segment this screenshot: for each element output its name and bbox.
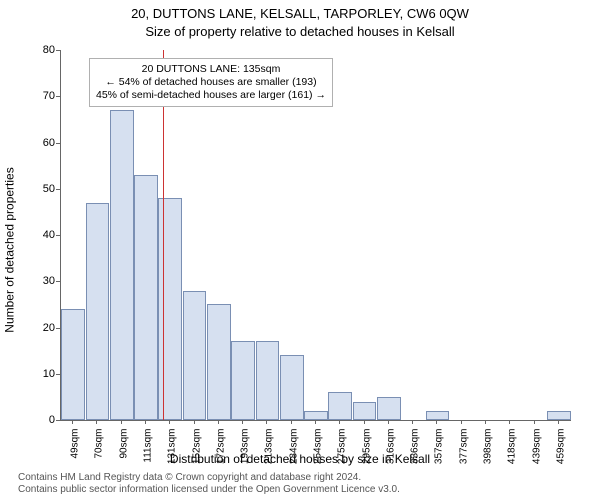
y-tick-mark — [56, 189, 60, 190]
chart-title-line1: 20, DUTTONS LANE, KELSALL, TARPORLEY, CW… — [0, 6, 600, 21]
x-tick-mark — [558, 420, 559, 424]
x-tick-mark — [121, 420, 122, 424]
y-tick-label: 70 — [15, 90, 55, 102]
y-tick-mark — [56, 281, 60, 282]
y-tick-mark — [56, 96, 60, 97]
histogram-bar — [61, 309, 85, 420]
y-tick-mark — [56, 235, 60, 236]
annotation-line: 45% of semi-detached houses are larger (… — [96, 89, 326, 102]
x-tick-mark — [145, 420, 146, 424]
y-tick-label: 30 — [15, 275, 55, 287]
y-tick-label: 10 — [15, 368, 55, 380]
histogram-bar — [547, 411, 571, 420]
histogram-bar — [353, 402, 377, 421]
y-tick-mark — [56, 143, 60, 144]
x-tick-mark — [242, 420, 243, 424]
x-tick-mark — [534, 420, 535, 424]
x-tick-mark — [436, 420, 437, 424]
footnote-line1: Contains HM Land Registry data © Crown c… — [18, 472, 588, 483]
footnote-line2: Contains public sector information licen… — [18, 484, 588, 495]
x-tick-mark — [218, 420, 219, 424]
x-tick-mark — [169, 420, 170, 424]
y-tick-mark — [56, 420, 60, 421]
histogram-bar — [426, 411, 450, 420]
x-tick-mark — [72, 420, 73, 424]
histogram-bar — [158, 198, 182, 420]
histogram-bar — [377, 397, 401, 420]
y-tick-label: 50 — [15, 183, 55, 195]
chart-root: { "chart": { "type": "histogram", "title… — [0, 0, 600, 500]
y-tick-mark — [56, 374, 60, 375]
plot-area: 20 DUTTONS LANE: 135sqm← 54% of detached… — [60, 50, 571, 421]
y-tick-label: 40 — [15, 229, 55, 241]
x-tick-mark — [388, 420, 389, 424]
histogram-bar — [280, 355, 304, 420]
chart-title-line2: Size of property relative to detached ho… — [0, 24, 600, 39]
annotation-box: 20 DUTTONS LANE: 135sqm← 54% of detached… — [89, 58, 333, 107]
histogram-bar — [304, 411, 328, 420]
y-tick-label: 60 — [15, 137, 55, 149]
x-tick-mark — [194, 420, 195, 424]
x-tick-mark — [412, 420, 413, 424]
x-tick-mark — [485, 420, 486, 424]
histogram-bar — [207, 304, 231, 420]
annotation-line: 20 DUTTONS LANE: 135sqm — [96, 63, 326, 76]
histogram-bar — [256, 341, 280, 420]
x-tick-mark — [96, 420, 97, 424]
annotation-line: ← 54% of detached houses are smaller (19… — [96, 76, 326, 89]
y-tick-label: 20 — [15, 322, 55, 334]
y-tick-label: 0 — [15, 414, 55, 426]
y-tick-mark — [56, 50, 60, 51]
y-tick-label: 80 — [15, 44, 55, 56]
histogram-bar — [183, 291, 207, 421]
histogram-bar — [231, 341, 255, 420]
x-tick-mark — [509, 420, 510, 424]
x-tick-mark — [315, 420, 316, 424]
x-tick-mark — [339, 420, 340, 424]
y-tick-mark — [56, 328, 60, 329]
x-tick-mark — [364, 420, 365, 424]
histogram-bar — [110, 110, 134, 420]
x-axis-label: Distribution of detached houses by size … — [0, 452, 600, 466]
x-tick-mark — [461, 420, 462, 424]
x-tick-mark — [291, 420, 292, 424]
histogram-bar — [134, 175, 158, 420]
x-tick-mark — [266, 420, 267, 424]
histogram-bar — [328, 392, 352, 420]
histogram-bar — [86, 203, 110, 420]
